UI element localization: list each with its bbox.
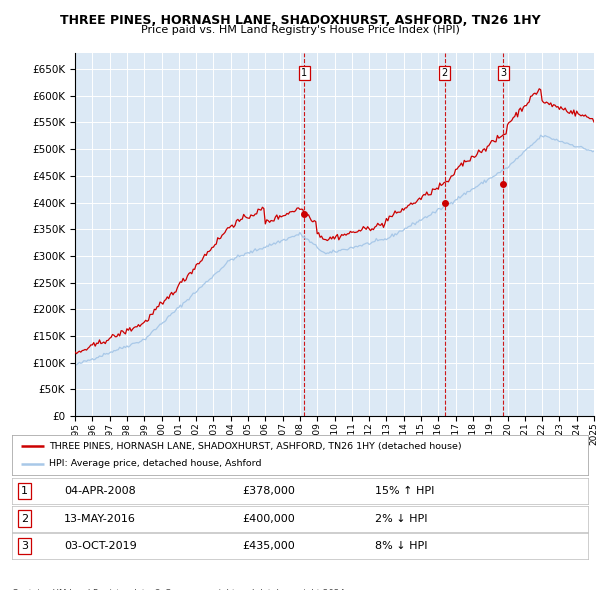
Text: 3: 3: [21, 542, 28, 551]
Text: 15% ↑ HPI: 15% ↑ HPI: [375, 486, 434, 496]
Text: £378,000: £378,000: [242, 486, 295, 496]
Text: HPI: Average price, detached house, Ashford: HPI: Average price, detached house, Ashf…: [49, 459, 262, 468]
Text: 04-APR-2008: 04-APR-2008: [64, 486, 136, 496]
Text: 3: 3: [500, 68, 506, 78]
Text: 2: 2: [21, 514, 28, 523]
Text: £435,000: £435,000: [242, 542, 295, 551]
Text: THREE PINES, HORNASH LANE, SHADOXHURST, ASHFORD, TN26 1HY (detached house): THREE PINES, HORNASH LANE, SHADOXHURST, …: [49, 441, 462, 451]
Text: £400,000: £400,000: [242, 514, 295, 523]
Text: 13-MAY-2016: 13-MAY-2016: [64, 514, 136, 523]
Text: 03-OCT-2019: 03-OCT-2019: [64, 542, 137, 551]
Text: 8% ↓ HPI: 8% ↓ HPI: [375, 542, 427, 551]
Text: 2% ↓ HPI: 2% ↓ HPI: [375, 514, 427, 523]
Text: 1: 1: [301, 68, 307, 78]
Text: THREE PINES, HORNASH LANE, SHADOXHURST, ASHFORD, TN26 1HY: THREE PINES, HORNASH LANE, SHADOXHURST, …: [59, 14, 541, 27]
Text: Price paid vs. HM Land Registry's House Price Index (HPI): Price paid vs. HM Land Registry's House …: [140, 25, 460, 35]
Text: 2: 2: [442, 68, 448, 78]
Text: Contains HM Land Registry data © Crown copyright and database right 2024.
This d: Contains HM Land Registry data © Crown c…: [12, 589, 347, 590]
Text: 1: 1: [21, 486, 28, 496]
